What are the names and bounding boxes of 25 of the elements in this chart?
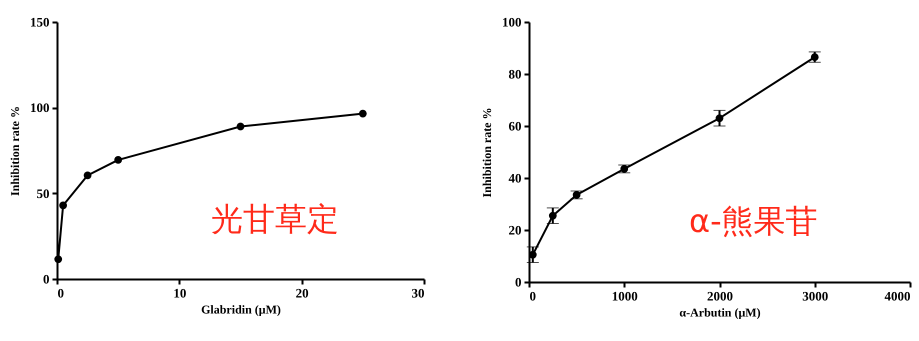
- x-tick-label: 20: [296, 286, 309, 300]
- y-tick-label: 40: [508, 170, 522, 186]
- y-tick-label: 100: [30, 100, 50, 116]
- y-axis-title: Inhibition rate %: [8, 106, 22, 196]
- annotation: 光甘草定: [211, 200, 340, 238]
- y-tick-label: 80: [508, 66, 522, 82]
- x-tick-label: 0: [530, 288, 536, 304]
- y-tick-label: 0: [43, 272, 50, 286]
- y-tick-label: 100: [502, 14, 522, 30]
- x-axis-title: Glabridin (μM): [201, 302, 281, 316]
- y-tick-label: 150: [30, 14, 50, 30]
- y-tick-label: 60: [508, 118, 522, 134]
- y-axis-title: Inhibition rate %: [480, 107, 494, 198]
- x-tick-label: 30: [412, 286, 424, 300]
- x-tick-label: 10: [173, 286, 186, 300]
- annotation: α-熊果苷: [689, 202, 818, 240]
- x-axis-title: α-Arbutin (μM): [679, 306, 761, 320]
- x-tick-label: 2000: [707, 288, 733, 304]
- x-tick-label: 0: [58, 286, 64, 300]
- y-tick-label: 0: [515, 274, 522, 290]
- y-tick-label: 50: [36, 186, 50, 201]
- x-tick-label: 1000: [612, 288, 638, 304]
- x-tick-label: 3000: [802, 288, 828, 304]
- x-tick-label: 4000: [884, 288, 910, 304]
- y-tick-label: 20: [508, 222, 522, 238]
